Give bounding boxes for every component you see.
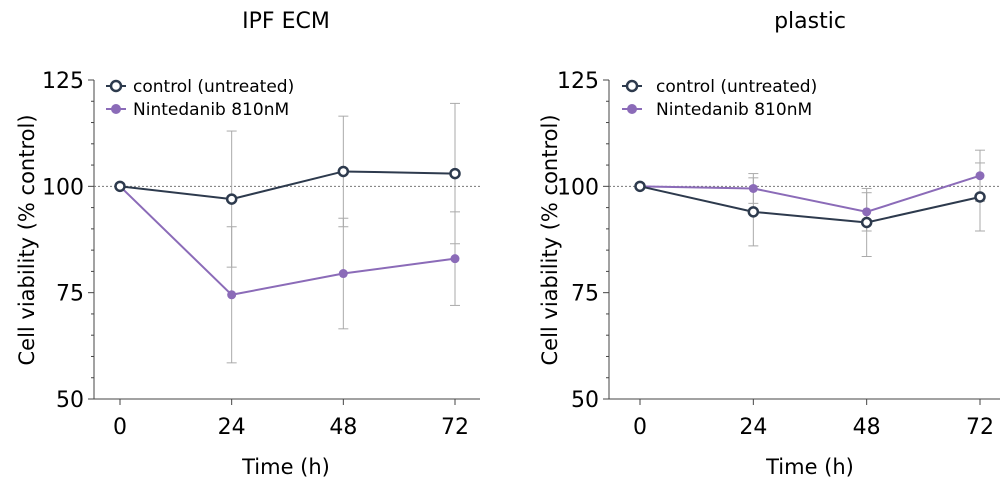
plot-area: 50 75 100 125 0 24 48 72 <box>42 69 480 440</box>
x-tick-label: 0 <box>633 415 647 440</box>
y-axis-label: Cell viability (% control) <box>15 114 39 365</box>
x-axis-label: Time (h) <box>241 455 330 479</box>
series-line <box>119 170 456 201</box>
y-tick-label: 50 <box>56 388 84 413</box>
data-point <box>449 167 461 180</box>
legend-marker-control <box>109 79 123 93</box>
data-point <box>748 183 758 193</box>
x-tick-label: 24 <box>218 415 246 440</box>
plot-area: 50 75 100 125 0 24 48 72 <box>557 69 1000 440</box>
data-point <box>225 193 238 205</box>
legend-label-control: control (untreated) <box>656 77 817 97</box>
chart-title: IPF ECM <box>242 9 330 34</box>
series-line <box>639 174 981 213</box>
y-tick-label: 75 <box>56 282 84 307</box>
data-point <box>974 191 986 203</box>
data-point <box>338 269 348 279</box>
legend-label-nintedanib: Nintedanib 810nM <box>656 100 812 120</box>
x-tick-label: 72 <box>441 415 469 440</box>
y-tick-label: 100 <box>42 175 84 200</box>
y-axis-label: Cell viability (% control) <box>538 114 562 365</box>
legend-label-nintedanib: Nintedanib 810nM <box>133 100 289 120</box>
series-line <box>119 185 456 296</box>
x-axis-label: Time (h) <box>765 455 854 479</box>
chart-title: plastic <box>774 9 846 34</box>
x-tick-label: 48 <box>853 415 881 440</box>
legend-marker-nintedanib <box>111 104 121 114</box>
data-point <box>862 207 872 217</box>
y-tick-label: 75 <box>571 282 599 307</box>
x-tick-label: 24 <box>739 415 767 440</box>
legend-marker-nintedanib <box>627 104 637 114</box>
x-tick-label: 0 <box>113 415 127 440</box>
y-tick-label: 100 <box>557 175 599 200</box>
data-point <box>975 171 985 181</box>
y-tick-label: 50 <box>571 388 599 413</box>
chart-panel-plastic: plastic Cell viability (% control) Time … <box>538 9 1000 479</box>
legend: control (untreated) Nintedanib 810nM <box>106 77 294 120</box>
y-tick-label: 125 <box>42 69 84 94</box>
data-point <box>337 165 350 178</box>
y-tick-label: 125 <box>557 69 599 94</box>
data-point <box>114 180 126 193</box>
data-point <box>634 180 646 193</box>
legend: control (untreated) Nintedanib 810nM <box>622 77 817 120</box>
data-point <box>227 290 237 300</box>
legend-label-control: control (untreated) <box>133 77 294 97</box>
x-tick-label: 72 <box>966 415 994 440</box>
chart-panel-ipf-ecm: IPF ECM Cell viability (% control) Time … <box>15 9 480 479</box>
x-tick-label: 48 <box>329 415 357 440</box>
data-point <box>450 254 460 264</box>
legend-marker-control <box>625 79 639 93</box>
series-line <box>639 185 981 224</box>
data-point <box>860 216 873 229</box>
data-point <box>747 206 760 218</box>
